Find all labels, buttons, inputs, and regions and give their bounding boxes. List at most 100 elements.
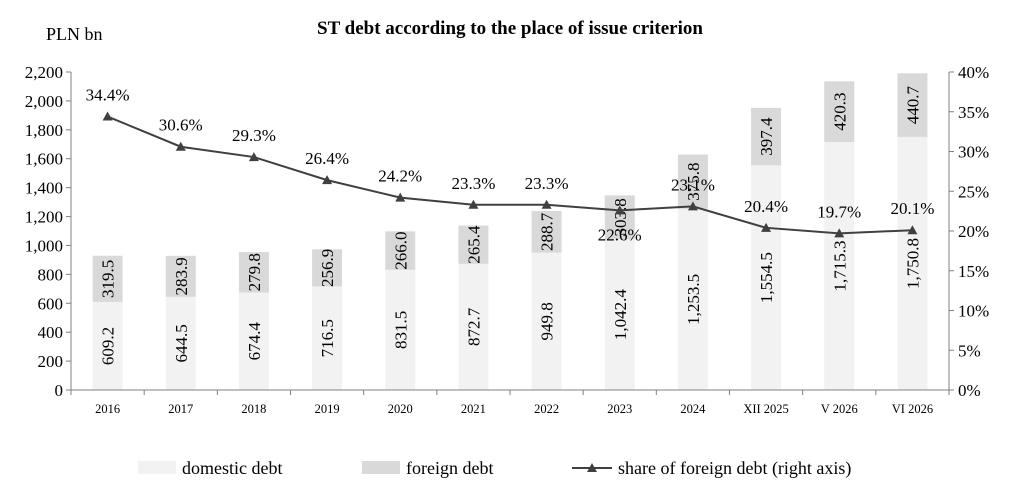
bar-domestic-debt [165,296,196,390]
y2-tick-label: 20% [958,222,989,241]
data-label-share: 23.3% [525,174,569,193]
legend-swatch-foreign-debt [362,461,400,474]
y-tick-label: 600 [38,294,64,313]
bar-foreign-debt [897,73,928,137]
data-label-domestic: 949.8 [538,302,557,340]
bar-domestic-debt [238,292,269,390]
data-label-domestic: 644.5 [172,324,191,362]
bar-domestic-debt [385,269,416,390]
y2-tick-label: 35% [958,103,989,122]
line-marker [175,141,186,151]
line-marker [541,199,552,209]
bar-foreign-debt [165,255,196,297]
line-marker [248,152,259,162]
line-marker [907,225,918,235]
legend: domestic debt foreign debt share of foreig… [138,458,851,479]
y-tick-label: 2,200 [25,63,63,82]
y-tick-label: 0 [55,381,64,400]
data-label-domestic: 674.4 [245,322,264,361]
x-tick-label: VI 2026 [892,402,933,416]
data-label-domestic: 831.5 [391,311,410,349]
data-label-domestic: 1,750.8 [903,238,922,289]
bar-domestic-debt [677,208,708,390]
bar-foreign-debt [92,255,123,302]
bar-foreign-debt [312,249,343,287]
data-label-share: 20.4% [744,197,788,216]
data-label-share: 29.3% [232,126,276,145]
plot-area: 0 200 400 600 800 1,000 1,200 1,400 1,600 1,800 2,… [25,63,989,416]
line-marker [614,205,625,215]
y-tick-label: 400 [38,323,64,342]
y2-tick-label: 25% [958,182,989,201]
legend-label-foreign-debt: foreign debt [406,458,493,478]
y2-tick-label: 0% [958,381,981,400]
y-tick-label: 1,000 [25,236,63,255]
data-label-share: 24.2% [378,167,422,186]
data-label-share: 26.4% [305,149,349,168]
bar-domestic-debt [824,142,855,390]
x-tick-label: 2019 [315,402,340,416]
bar-foreign-debt [751,107,782,166]
legend-swatch-share-marker [587,463,597,472]
data-label-domestic: 609.2 [99,327,118,365]
line-marker [102,111,113,121]
x-tick-label: 2021 [461,402,486,416]
x-tick-label: 2018 [241,402,266,416]
bar-foreign-debt [238,252,269,293]
bar-domestic-debt [751,165,782,390]
data-label-foreign: 375.8 [684,163,703,201]
y-axis-unit-label: PLN bn [46,24,103,44]
data-label-share: 23.1% [671,175,715,194]
x-tick-label: 2016 [95,402,120,416]
bar-foreign-debt [824,81,855,143]
y-tick-label: 1,600 [25,150,63,169]
bar-foreign-debt [458,225,489,264]
y-tick-label: 1,800 [25,121,63,140]
x-tick-label: 2024 [680,402,706,416]
y-tick-label: 200 [38,352,64,371]
data-label-share: 30.6% [159,116,203,135]
data-label-foreign: 279.8 [245,253,264,291]
y2-tick-label: 30% [958,143,989,162]
data-label-foreign: 256.9 [318,249,337,287]
legend-label-share: share of foreign debt (right axis) [618,458,851,479]
bar-foreign-debt [531,210,562,253]
data-label-domestic: 1,715.3 [830,241,849,292]
bar-domestic-debt [92,301,123,390]
bar-foreign-debt [604,195,635,240]
bar-domestic-debt [604,239,635,390]
data-label-foreign: 265.4 [464,225,483,264]
data-label-share: 22.6% [598,225,642,244]
line-share-foreign-debt [107,115,913,235]
data-label-foreign: 266.0 [391,231,410,269]
bar-foreign-debt [677,154,708,209]
line-marker [687,201,698,211]
bar-domestic-debt [458,263,489,390]
y-tick-label: 2,000 [25,92,63,111]
data-label-share: 23.3% [451,174,495,193]
bar-domestic-debt [897,136,928,390]
legend-swatch-domestic-debt [138,461,176,474]
data-label-foreign: 283.9 [172,257,191,295]
data-label-foreign: 288.7 [538,212,557,251]
bar-domestic-debt [312,286,343,390]
line-marker [322,175,333,185]
data-label-domestic: 872.7 [464,307,483,346]
data-label-foreign: 303.8 [611,198,630,236]
y2-tick-label: 10% [958,302,989,321]
data-label-share: 20.1% [890,199,934,218]
data-label-foreign: 420.3 [830,93,849,131]
chart-title: ST debt according to the place of issue … [317,18,703,39]
line-marker [468,199,479,209]
line-marker [834,228,845,238]
bar-foreign-debt [385,231,416,270]
x-tick-label: 2023 [607,402,632,416]
data-label-domestic: 1,554.5 [757,252,776,303]
data-label-domestic: 1,253.5 [684,274,703,325]
x-tick-label: XII 2025 [743,402,788,416]
data-label-foreign: 397.4 [757,117,776,156]
x-tick-label: 2020 [388,402,413,416]
data-label-share: 34.4% [86,86,130,105]
y-tick-label: 1,400 [25,179,63,198]
